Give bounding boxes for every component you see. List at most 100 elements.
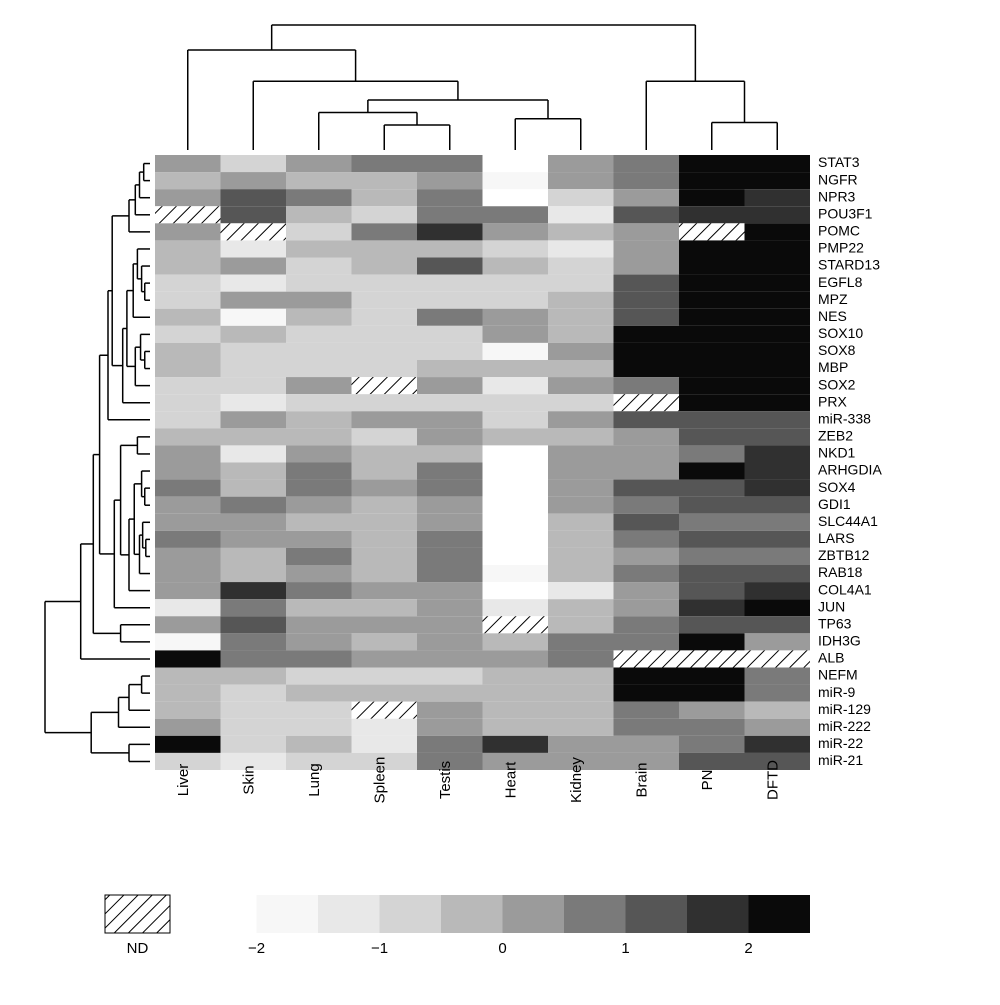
- heatmap-cell: [352, 326, 418, 343]
- heatmap-cell: [352, 531, 418, 548]
- row-label: TP63: [818, 615, 852, 631]
- heatmap-cell: [155, 633, 221, 650]
- heatmap-cell: [548, 668, 614, 685]
- col-label: Spleen: [371, 757, 388, 804]
- row-label: PRX: [818, 393, 847, 409]
- heatmap-cell: [417, 394, 483, 411]
- heatmap-cell: [614, 309, 680, 326]
- row-label: miR-22: [818, 735, 863, 751]
- heatmap-cell: [679, 668, 745, 685]
- row-label: MPZ: [818, 291, 848, 307]
- heatmap-cell: [483, 463, 549, 480]
- col-dendrogram: [188, 25, 778, 150]
- heatmap-cell: [483, 275, 549, 292]
- heatmap-cell: [679, 736, 745, 753]
- heatmap-cell: [417, 275, 483, 292]
- heatmap-cell: [614, 616, 680, 633]
- heatmap-cell: [417, 685, 483, 702]
- heatmap-cell: [221, 582, 287, 599]
- heatmap-cell: [745, 223, 811, 240]
- heatmap-cell: [155, 172, 221, 189]
- heatmap-cell: [679, 548, 745, 565]
- heatmap-cell: [155, 497, 221, 514]
- heatmap-cell: [483, 599, 549, 616]
- heatmap-cell: [417, 326, 483, 343]
- row-label: SOX2: [818, 376, 856, 392]
- heatmap-cell: [286, 172, 352, 189]
- heatmap-cell: [548, 719, 614, 736]
- legend-swatch: [380, 895, 442, 933]
- heatmap-cell-nd: [679, 223, 745, 240]
- heatmap-cell: [548, 736, 614, 753]
- heatmap-cell: [483, 702, 549, 719]
- heatmap-cell: [614, 258, 680, 275]
- row-label: RAB18: [818, 564, 863, 580]
- heatmap-cell: [745, 172, 811, 189]
- heatmap-cell: [417, 445, 483, 462]
- heatmap-cell: [352, 480, 418, 497]
- heatmap-cell: [417, 309, 483, 326]
- heatmap-cell: [679, 497, 745, 514]
- heatmap-cell: [155, 223, 221, 240]
- heatmap-cell: [745, 480, 811, 497]
- heatmap-cell: [352, 275, 418, 292]
- heatmap-cell: [221, 480, 287, 497]
- heatmap-cell: [155, 702, 221, 719]
- heatmap-cell: [352, 463, 418, 480]
- col-label: Skin: [240, 765, 257, 794]
- col-label: Brain: [633, 762, 650, 797]
- row-dendrogram: [45, 164, 150, 762]
- heatmap-cell: [548, 582, 614, 599]
- row-label: NPR3: [818, 188, 856, 204]
- heatmap-cell: [614, 668, 680, 685]
- heatmap-cell: [745, 616, 811, 633]
- heatmap-cell: [614, 633, 680, 650]
- heatmap-cell: [155, 240, 221, 257]
- heatmap-cell: [155, 394, 221, 411]
- heatmap-cell: [352, 685, 418, 702]
- heatmap-cell: [155, 668, 221, 685]
- heatmap-cell: [614, 445, 680, 462]
- heatmap-cell: [745, 326, 811, 343]
- heatmap-cell: [614, 240, 680, 257]
- heatmap-cell: [614, 172, 680, 189]
- heatmap-cell: [286, 309, 352, 326]
- legend-swatch: [749, 895, 811, 933]
- heatmap-cell: [679, 445, 745, 462]
- heatmap-cell: [221, 650, 287, 667]
- heatmap-cell: [679, 206, 745, 223]
- heatmap-cell: [417, 497, 483, 514]
- heatmap-cell: [679, 719, 745, 736]
- row-label: SLC44A1: [818, 513, 878, 529]
- heatmap-cell: [221, 463, 287, 480]
- heatmap-cell: [352, 309, 418, 326]
- heatmap-cell: [155, 582, 221, 599]
- heatmap-cell: [286, 736, 352, 753]
- heatmap-cell: [483, 514, 549, 531]
- color-legend: [105, 895, 810, 933]
- row-label: STAT3: [818, 154, 860, 170]
- heatmap-cell: [352, 736, 418, 753]
- heatmap-cell: [286, 548, 352, 565]
- heatmap-cell: [483, 668, 549, 685]
- heatmap-cell: [352, 360, 418, 377]
- heatmap-cell: [352, 616, 418, 633]
- col-label: Liver: [175, 764, 192, 797]
- heatmap-cell: [679, 172, 745, 189]
- heatmap-cell: [221, 531, 287, 548]
- row-label: miR-9: [818, 684, 856, 700]
- heatmap-cell: [548, 275, 614, 292]
- legend-swatch: [441, 895, 503, 933]
- legend-swatch: [564, 895, 626, 933]
- heatmap-cell: [745, 736, 811, 753]
- heatmap-cell: [614, 565, 680, 582]
- heatmap-cell: [352, 206, 418, 223]
- heatmap-cell: [614, 428, 680, 445]
- heatmap-cell: [286, 582, 352, 599]
- heatmap-cell: [221, 189, 287, 206]
- heatmap-cell: [483, 326, 549, 343]
- heatmap-cell: [417, 223, 483, 240]
- heatmap-cell: [548, 480, 614, 497]
- heatmap-cell: [483, 155, 549, 172]
- heatmap-cell: [417, 343, 483, 360]
